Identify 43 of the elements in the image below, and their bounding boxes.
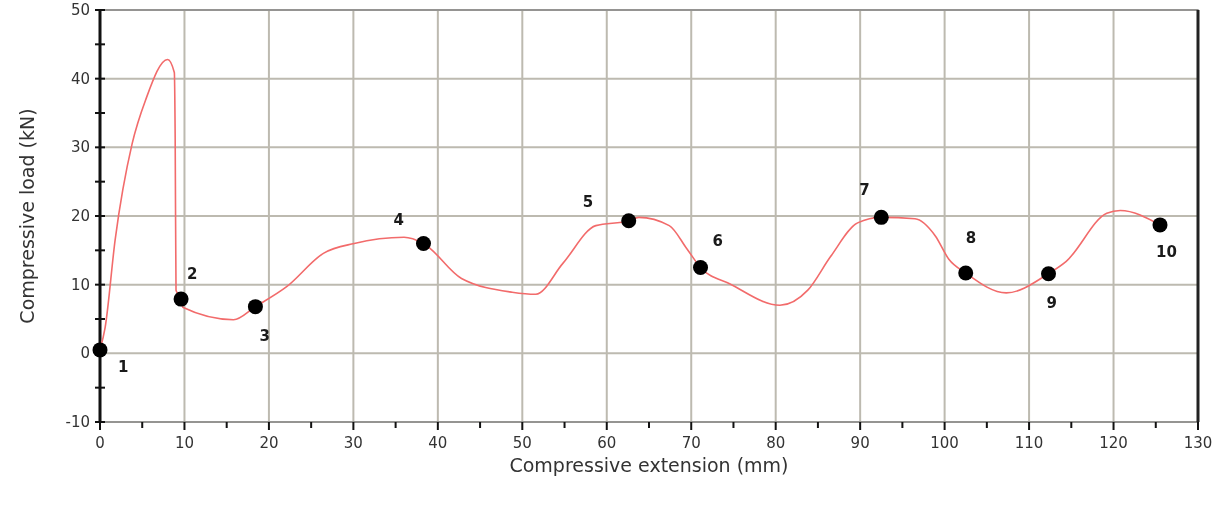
y-tick-label: 50 [70, 1, 90, 19]
y-tick-label: 40 [70, 69, 90, 88]
x-tick-label: 20 [259, 434, 279, 452]
x-tick-label: 40 [428, 434, 448, 452]
annotation: 9 [1046, 293, 1057, 312]
annotation: 7 [859, 181, 870, 200]
point [92, 342, 108, 358]
point [621, 213, 637, 229]
annotation: 4 [393, 211, 404, 230]
annotation: 6 [712, 231, 723, 250]
x-tick-label: 70 [681, 434, 701, 452]
x-tick-label: 10 [174, 434, 195, 452]
annotation: 10 [1155, 242, 1177, 261]
x-axis-title: Compressive extension (mm) [509, 454, 789, 476]
point [247, 299, 263, 315]
point [415, 235, 431, 251]
annotation: 5 [582, 192, 594, 211]
y-tick-label: -10 [65, 413, 90, 431]
x-tick-label: 110 [1014, 434, 1044, 452]
point [693, 260, 709, 275]
x-tick-label: 90 [850, 434, 870, 452]
annotation: 8 [965, 228, 977, 247]
y-axis-title: Compressive load (kN) [16, 108, 38, 324]
point [1152, 217, 1168, 233]
y-tick-label: 20 [70, 207, 90, 225]
x-tick-label: 60 [597, 434, 617, 452]
x-tick-label: 100 [930, 434, 959, 452]
y-tick-label: 30 [70, 138, 90, 157]
x-tick-label: 120 [1099, 434, 1128, 452]
point [958, 265, 974, 281]
y-tick-label: 10 [70, 275, 90, 294]
point [873, 209, 889, 225]
x-tick-label: 30 [343, 434, 363, 452]
x-tick-label: 130 [1183, 434, 1213, 452]
annotation: 1 [118, 357, 129, 376]
annotation: 3 [259, 326, 270, 345]
x-tick-label: 50 [512, 434, 532, 452]
point [173, 291, 189, 307]
annotation: 2 [187, 265, 198, 284]
y-tick-label: 0 [80, 344, 90, 363]
x-tick-label: 80 [766, 434, 786, 452]
x-tick-label: 0 [95, 434, 105, 452]
point [1041, 266, 1056, 282]
